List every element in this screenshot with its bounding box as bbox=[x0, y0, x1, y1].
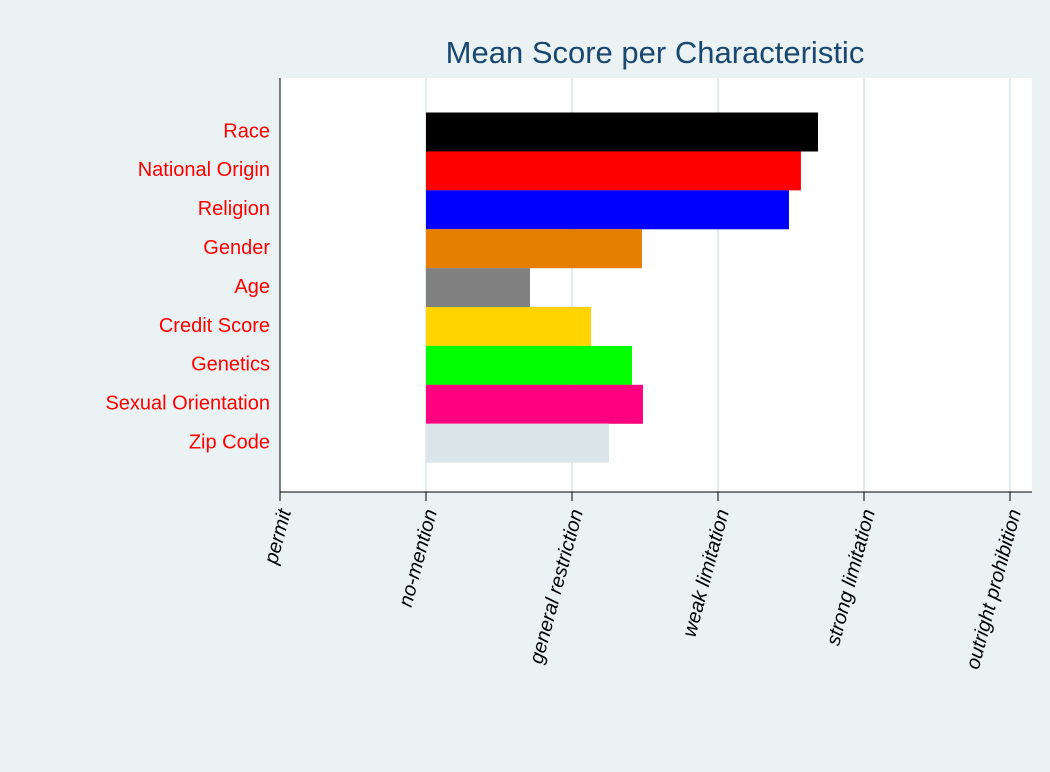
y-tick-label: Gender bbox=[203, 237, 270, 259]
bar bbox=[426, 190, 789, 230]
y-tick-label: Credit Score bbox=[159, 315, 270, 337]
y-tick-label: Race bbox=[223, 120, 270, 142]
bar bbox=[426, 345, 633, 385]
chart-title: Mean Score per Characteristic bbox=[446, 35, 865, 70]
bar bbox=[426, 423, 609, 463]
y-tick-label: Religion bbox=[198, 198, 270, 220]
bar bbox=[426, 229, 642, 269]
y-tick-label: Sexual Orientation bbox=[105, 393, 270, 415]
bar bbox=[426, 112, 819, 152]
y-tick-label: National Origin bbox=[138, 159, 270, 181]
bar bbox=[426, 384, 643, 424]
y-tick-label: Zip Code bbox=[189, 431, 270, 453]
bar bbox=[426, 151, 801, 191]
bar bbox=[426, 268, 530, 308]
y-tick-label: Age bbox=[234, 276, 270, 298]
bar bbox=[426, 307, 591, 346]
y-tick-label: Genetics bbox=[191, 354, 270, 376]
